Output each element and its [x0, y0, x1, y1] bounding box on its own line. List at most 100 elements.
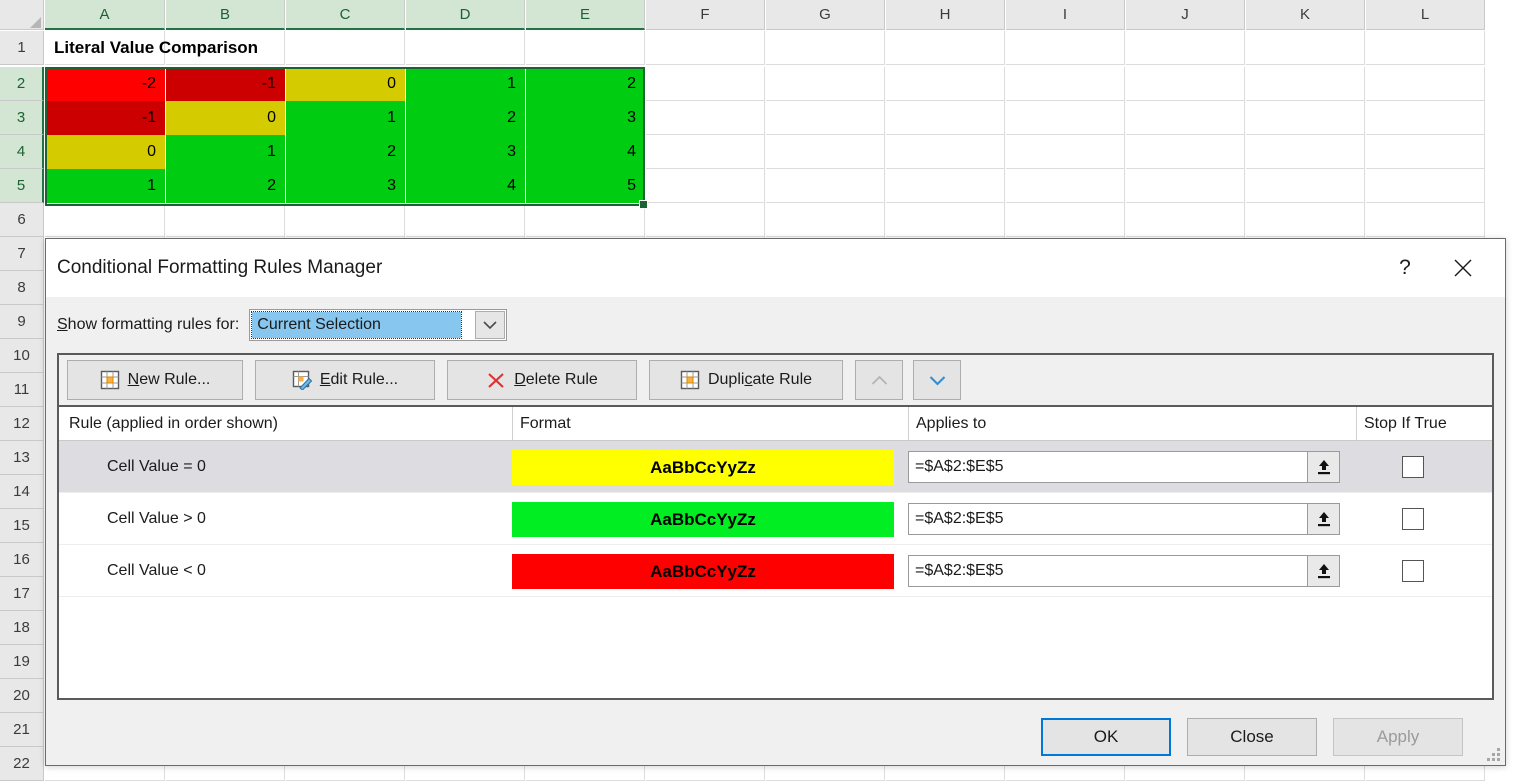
cell-J6[interactable] [1126, 203, 1245, 237]
cell-J3[interactable] [1126, 101, 1245, 135]
row-header-18[interactable]: 18 [0, 611, 44, 645]
cell-E1[interactable] [526, 31, 645, 65]
duplicate-rule-button[interactable]: Duplicate Rule [649, 360, 843, 400]
column-header-F[interactable]: F [646, 0, 765, 30]
close-icon[interactable] [1441, 247, 1485, 289]
row-header-2[interactable]: 2 [0, 67, 44, 101]
cell-D2-value[interactable]: 1 [406, 67, 525, 101]
range-selector-icon[interactable] [1307, 452, 1339, 482]
stop-if-true-checkbox[interactable] [1402, 456, 1424, 478]
move-up-button[interactable] [855, 360, 903, 400]
cell-L4[interactable] [1366, 135, 1485, 169]
rule-format-preview[interactable]: AaBbCcYyZz [512, 502, 894, 537]
rule-format-preview[interactable]: AaBbCcYyZz [512, 554, 894, 589]
cell-H1[interactable] [886, 31, 1005, 65]
column-header-E[interactable]: E [526, 0, 645, 30]
cell-I4[interactable] [1006, 135, 1125, 169]
applies-to-field[interactable] [908, 451, 1340, 483]
ok-button[interactable]: OK [1041, 718, 1171, 756]
cell-G2[interactable] [766, 67, 885, 101]
row-header-7[interactable]: 7 [0, 237, 44, 271]
cell-H2[interactable] [886, 67, 1005, 101]
new-rule-button[interactable]: New Rule... [67, 360, 243, 400]
row-header-10[interactable]: 10 [0, 339, 44, 373]
row-header-8[interactable]: 8 [0, 271, 44, 305]
cell-K6[interactable] [1246, 203, 1365, 237]
cell-K1[interactable] [1246, 31, 1365, 65]
row-header-22[interactable]: 22 [0, 747, 44, 781]
cell-D5-value[interactable]: 4 [406, 169, 525, 203]
cell-E3-value[interactable]: 3 [526, 101, 645, 135]
cell-I1[interactable] [1006, 31, 1125, 65]
applies-to-input[interactable] [909, 452, 1307, 482]
cell-A6[interactable] [45, 203, 165, 237]
show-rules-for-dropdown[interactable]: Current Selection [249, 309, 508, 341]
cell-H5[interactable] [886, 169, 1005, 203]
select-all-corner[interactable] [0, 0, 44, 30]
cell-C6[interactable] [286, 203, 405, 237]
row-header-3[interactable]: 3 [0, 101, 44, 135]
row-header-5[interactable]: 5 [0, 169, 44, 203]
cell-E5-value[interactable]: 5 [526, 169, 645, 203]
applies-to-input[interactable] [909, 504, 1307, 534]
row-header-11[interactable]: 11 [0, 373, 44, 407]
close-button-footer[interactable]: Close [1187, 718, 1317, 756]
delete-rule-button[interactable]: Delete Rule [447, 360, 637, 400]
rule-row[interactable]: Cell Value > 0 AaBbCcYyZz [59, 493, 1492, 545]
cell-G1[interactable] [766, 31, 885, 65]
cell-J1[interactable] [1126, 31, 1245, 65]
column-header-K[interactable]: K [1246, 0, 1365, 30]
help-icon[interactable]: ? [1383, 247, 1427, 289]
edit-rule-button[interactable]: Edit Rule... [255, 360, 435, 400]
rule-row[interactable]: Cell Value < 0 AaBbCcYyZz [59, 545, 1492, 597]
range-selector-icon[interactable] [1307, 504, 1339, 534]
fill-handle[interactable] [639, 200, 648, 209]
cell-K3[interactable] [1246, 101, 1365, 135]
cell-A4-value[interactable]: 0 [45, 135, 165, 169]
column-header-B[interactable]: B [166, 0, 285, 30]
cell-K5[interactable] [1246, 169, 1365, 203]
cell-G5[interactable] [766, 169, 885, 203]
column-header-J[interactable]: J [1126, 0, 1245, 30]
cell-B2-value[interactable]: -1 [166, 67, 285, 101]
cell-C1[interactable] [286, 31, 405, 65]
cell-B4-value[interactable]: 1 [166, 135, 285, 169]
stop-if-true-checkbox[interactable] [1402, 508, 1424, 530]
column-header-C[interactable]: C [286, 0, 405, 30]
cell-L1[interactable] [1366, 31, 1485, 65]
cell-B5-value[interactable]: 2 [166, 169, 285, 203]
cell-B1[interactable] [166, 31, 285, 65]
row-header-21[interactable]: 21 [0, 713, 44, 747]
rule-row[interactable]: Cell Value = 0 AaBbCcYyZz [59, 441, 1492, 493]
cell-A1[interactable] [45, 31, 165, 65]
cell-H4[interactable] [886, 135, 1005, 169]
cell-I3[interactable] [1006, 101, 1125, 135]
move-down-button[interactable] [913, 360, 961, 400]
cell-G3[interactable] [766, 101, 885, 135]
cell-L5[interactable] [1366, 169, 1485, 203]
row-header-19[interactable]: 19 [0, 645, 44, 679]
chevron-down-icon[interactable] [475, 311, 506, 339]
cell-H6[interactable] [886, 203, 1005, 237]
cell-F3[interactable] [646, 101, 765, 135]
column-header-H[interactable]: H [886, 0, 1005, 30]
cell-L3[interactable] [1366, 101, 1485, 135]
resize-grip[interactable] [1487, 748, 1501, 762]
cell-D1[interactable] [406, 31, 525, 65]
row-header-1[interactable]: 1 [0, 31, 44, 65]
row-header-4[interactable]: 4 [0, 135, 44, 169]
row-header-16[interactable]: 16 [0, 543, 44, 577]
cell-G6[interactable] [766, 203, 885, 237]
column-header-D[interactable]: D [406, 0, 525, 30]
cell-B3-value[interactable]: 0 [166, 101, 285, 135]
cell-A2-value[interactable]: -2 [45, 67, 165, 101]
cell-J2[interactable] [1126, 67, 1245, 101]
cell-K4[interactable] [1246, 135, 1365, 169]
cell-E6[interactable] [526, 203, 645, 237]
cell-F6[interactable] [646, 203, 765, 237]
cell-A1-title[interactable]: Literal Value Comparison [54, 38, 259, 57]
row-header-15[interactable]: 15 [0, 509, 44, 543]
column-header-L[interactable]: L [1366, 0, 1485, 30]
cell-A3-value[interactable]: -1 [45, 101, 165, 135]
row-header-12[interactable]: 12 [0, 407, 44, 441]
